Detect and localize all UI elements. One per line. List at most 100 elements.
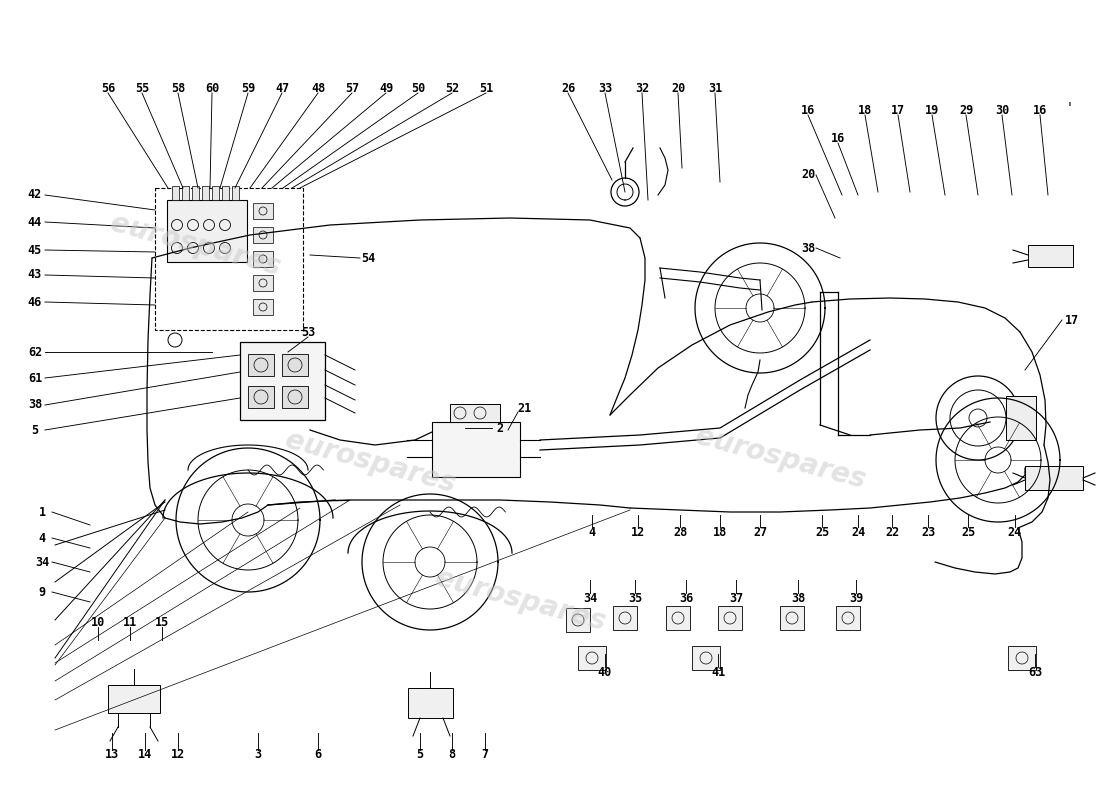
Text: 6: 6	[315, 749, 321, 762]
Text: 25: 25	[961, 526, 975, 538]
Bar	[450, 404, 500, 422]
Text: 19: 19	[925, 103, 939, 117]
Text: 51: 51	[478, 82, 493, 94]
Text: 30: 30	[994, 103, 1009, 117]
Text: 21: 21	[518, 402, 532, 414]
Text: 24: 24	[851, 526, 865, 538]
Text: 20: 20	[801, 169, 815, 182]
Bar	[666, 606, 690, 630]
Text: 63: 63	[1027, 666, 1042, 678]
Bar	[282, 386, 308, 408]
Text: 5: 5	[32, 423, 39, 437]
Text: 33: 33	[598, 82, 612, 94]
Bar	[222, 186, 229, 200]
Text: 8: 8	[449, 749, 455, 762]
Text: 3: 3	[254, 749, 262, 762]
Text: 28: 28	[673, 526, 688, 538]
Text: 10: 10	[91, 615, 106, 629]
Text: 42: 42	[28, 189, 42, 202]
Text: 46: 46	[28, 295, 42, 309]
Bar	[212, 186, 219, 200]
Bar	[253, 299, 273, 315]
Text: 32: 32	[635, 82, 649, 94]
Text: 52: 52	[444, 82, 459, 94]
Text: 2: 2	[496, 422, 504, 434]
Text: 34: 34	[583, 591, 597, 605]
Text: eurospares: eurospares	[282, 426, 459, 498]
Bar	[253, 251, 273, 267]
Text: 40: 40	[598, 666, 612, 678]
Bar	[232, 186, 239, 200]
Bar	[1006, 396, 1036, 440]
Text: 25: 25	[815, 526, 829, 538]
Bar	[578, 646, 606, 670]
Bar	[718, 606, 743, 630]
Text: 37: 37	[729, 591, 744, 605]
Text: 7: 7	[482, 749, 488, 762]
Text: 24: 24	[1008, 526, 1022, 538]
Text: 9: 9	[39, 586, 45, 598]
Bar	[192, 186, 199, 200]
Bar	[253, 227, 273, 243]
Bar	[167, 200, 248, 262]
Bar	[248, 386, 274, 408]
Text: 20: 20	[671, 82, 685, 94]
Text: 53: 53	[301, 326, 315, 338]
Text: eurospares: eurospares	[107, 209, 284, 282]
Bar	[613, 606, 637, 630]
Text: 38: 38	[801, 242, 815, 254]
Text: 29: 29	[959, 103, 974, 117]
Bar	[1025, 466, 1084, 490]
Bar	[780, 606, 804, 630]
Text: 1: 1	[39, 506, 45, 518]
Text: 45: 45	[28, 243, 42, 257]
Text: 47: 47	[275, 82, 289, 94]
Text: 13: 13	[104, 749, 119, 762]
Text: 11: 11	[123, 615, 138, 629]
Bar	[182, 186, 189, 200]
Text: 17: 17	[891, 103, 905, 117]
Text: 58: 58	[170, 82, 185, 94]
Text: 41: 41	[711, 666, 725, 678]
Bar	[240, 342, 324, 420]
Bar	[108, 685, 159, 713]
Bar	[1028, 245, 1072, 267]
Text: 12: 12	[631, 526, 645, 538]
Text: 59: 59	[241, 82, 255, 94]
Text: 27: 27	[752, 526, 767, 538]
Text: 55: 55	[135, 82, 150, 94]
Text: eurospares: eurospares	[431, 564, 608, 636]
Text: 43: 43	[28, 269, 42, 282]
Text: 18: 18	[713, 526, 727, 538]
Text: 22: 22	[884, 526, 899, 538]
Text: 56: 56	[101, 82, 116, 94]
Text: 12: 12	[170, 749, 185, 762]
Text: ': '	[1068, 101, 1071, 115]
Bar	[692, 646, 720, 670]
Text: 49: 49	[378, 82, 393, 94]
Bar	[253, 203, 273, 219]
Text: 36: 36	[679, 591, 693, 605]
Text: 26: 26	[561, 82, 575, 94]
Bar	[1008, 646, 1036, 670]
Text: 50: 50	[411, 82, 425, 94]
Bar	[248, 354, 274, 376]
Text: 31: 31	[708, 82, 722, 94]
Text: 57: 57	[345, 82, 359, 94]
Text: 4: 4	[39, 531, 45, 545]
Bar	[566, 608, 590, 632]
Bar	[253, 275, 273, 291]
Bar	[155, 188, 302, 330]
Bar	[432, 422, 520, 477]
Text: 16: 16	[1033, 103, 1047, 117]
Bar	[202, 186, 209, 200]
Bar	[408, 688, 453, 718]
Text: eurospares: eurospares	[692, 422, 868, 494]
Text: 18: 18	[858, 103, 872, 117]
Text: 62: 62	[28, 346, 42, 358]
Text: 34: 34	[35, 555, 50, 569]
Bar	[282, 354, 308, 376]
Bar	[836, 606, 860, 630]
Text: 54: 54	[361, 251, 375, 265]
Text: 60: 60	[205, 82, 219, 94]
